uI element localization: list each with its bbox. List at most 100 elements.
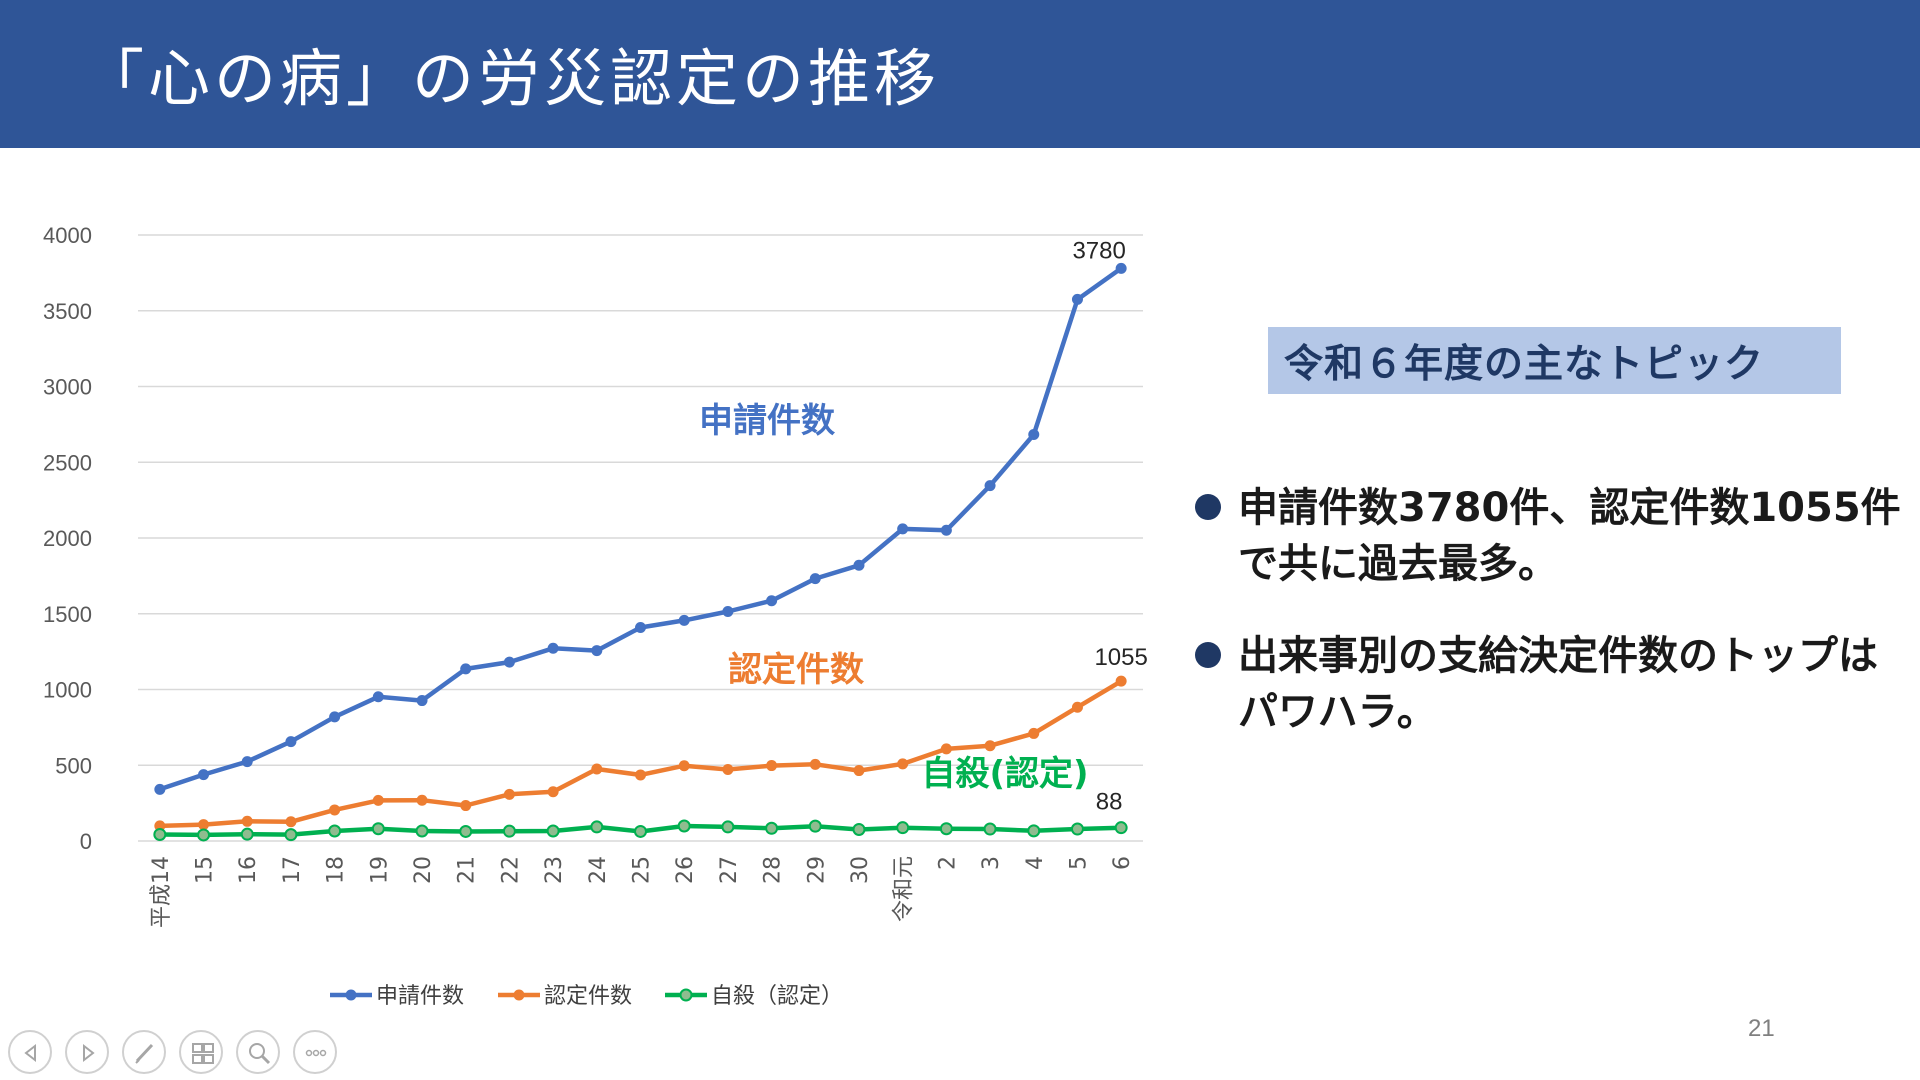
x-tick-label: 25 <box>630 856 655 884</box>
y-tick-label: 500 <box>55 753 92 778</box>
data-point <box>853 765 865 777</box>
data-point <box>329 711 341 723</box>
data-point <box>590 820 604 834</box>
data-point <box>809 758 821 770</box>
data-point <box>722 605 734 617</box>
bullet-text: 出来事別の支給決定件数のトップはパワハラ。 <box>1238 633 1878 735</box>
data-point <box>284 828 298 842</box>
x-tick-label: 17 <box>280 856 305 884</box>
data-point <box>983 822 997 836</box>
data-point <box>372 691 384 703</box>
pen-button[interactable] <box>122 1030 166 1074</box>
data-point <box>721 820 735 834</box>
y-tick-label: 3500 <box>43 299 92 324</box>
data-point <box>329 804 341 816</box>
page-number: 21 <box>1748 1015 1775 1042</box>
data-point <box>897 758 909 770</box>
y-axis-ticks: 0 500 1000 1500 2000 2500 3000 3500 4000 <box>43 223 92 854</box>
series-inline-label: 申請件数 <box>699 401 835 441</box>
x-tick-label: 28 <box>761 856 786 884</box>
previous-button[interactable] <box>8 1030 52 1074</box>
bullet-dot-icon <box>1195 494 1221 520</box>
end-value-label: 88 <box>1096 789 1123 816</box>
data-point <box>460 800 472 812</box>
data-point <box>1028 429 1040 441</box>
x-tick-label: 29 <box>804 856 829 884</box>
topic-bullets: 申請件数3780件、認定件数1055件で共に過去最多。 出来事別の支給決定件数の… <box>1190 480 1910 776</box>
data-point <box>285 816 297 828</box>
x-tick-label: 20 <box>411 856 436 884</box>
data-point <box>547 786 559 798</box>
x-tick-label: 15 <box>193 856 218 884</box>
slides-button[interactable] <box>179 1030 223 1074</box>
data-point <box>766 760 778 772</box>
y-tick-label: 0 <box>80 829 92 854</box>
bullet-dot-icon <box>1195 642 1221 668</box>
data-point <box>809 573 821 585</box>
data-point <box>765 821 779 835</box>
y-tick-label: 2500 <box>43 450 92 475</box>
data-point <box>285 736 297 748</box>
zoom-icon <box>249 1043 271 1065</box>
data-point <box>852 822 866 836</box>
data-point <box>371 822 385 836</box>
data-point <box>546 824 560 838</box>
data-point <box>416 695 428 707</box>
data-point <box>591 763 603 775</box>
more-button[interactable] <box>293 1030 337 1074</box>
data-point <box>722 763 734 775</box>
data-point <box>984 740 996 752</box>
data-point <box>1028 727 1040 739</box>
x-tick-label: 2 <box>935 856 960 870</box>
bullet-text: 申請件数3780件、認定件数1055件で共に過去最多。 <box>1238 485 1901 587</box>
data-point <box>1027 824 1041 838</box>
legend-swatch-marker <box>679 988 693 1002</box>
x-tick-label: 6 <box>1110 856 1135 870</box>
data-point <box>547 642 559 654</box>
next-button[interactable] <box>65 1030 109 1074</box>
y-tick-label: 1500 <box>43 602 92 627</box>
topic-heading: 令和６年度の主なトピック <box>1284 342 1765 387</box>
chart-gridlines <box>138 234 1143 842</box>
data-point <box>460 663 472 675</box>
x-tick-label: 26 <box>673 856 698 884</box>
x-tick-label: 3 <box>979 856 1004 870</box>
x-tick-label: 24 <box>586 856 611 884</box>
legend-swatch-marker <box>345 989 357 1001</box>
x-tick-label: 令和元 <box>892 856 917 922</box>
y-tick-label: 2000 <box>43 526 92 551</box>
x-tick-label: 18 <box>324 856 349 884</box>
x-tick-label: 30 <box>848 856 873 884</box>
data-point <box>1115 262 1127 274</box>
data-point <box>853 559 865 571</box>
data-point <box>415 824 429 838</box>
x-tick-label: 23 <box>542 856 567 884</box>
next-icon <box>83 1043 95 1063</box>
data-point <box>241 756 253 768</box>
data-point <box>459 824 473 838</box>
data-point <box>940 743 952 755</box>
more-icon <box>305 1049 327 1057</box>
data-point <box>198 819 210 831</box>
data-point <box>502 824 516 838</box>
data-point <box>766 595 778 607</box>
data-point <box>808 819 822 833</box>
x-tick-label: 16 <box>236 856 261 884</box>
data-point <box>154 783 166 795</box>
y-tick-label: 1000 <box>43 678 92 703</box>
data-point <box>634 824 647 838</box>
chart-series <box>153 262 1128 842</box>
header-bar: 「心の病」の労災認定の推移 <box>0 0 1920 148</box>
series-line-1 <box>159 266 1123 792</box>
data-point <box>678 614 690 626</box>
data-point <box>940 524 952 536</box>
data-point <box>939 822 953 836</box>
zoom-button[interactable] <box>236 1030 280 1074</box>
data-point <box>372 794 384 806</box>
data-point <box>153 827 167 841</box>
data-point <box>1071 701 1083 713</box>
slide-title: 「心の病」の労災認定の推移 <box>82 42 941 115</box>
end-value-label: 1055 <box>1094 644 1147 671</box>
